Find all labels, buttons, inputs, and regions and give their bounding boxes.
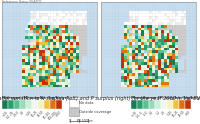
Text: 10-25: 10-25 xyxy=(31,110,39,118)
Text: 25-50: 25-50 xyxy=(178,110,186,118)
Text: 0-1: 0-1 xyxy=(149,110,155,116)
Bar xyxy=(14,100,20,109)
Text: 50-100: 50-100 xyxy=(42,110,52,119)
Text: No data: No data xyxy=(79,101,94,105)
Bar xyxy=(50,100,56,109)
Text: Outside coverage: Outside coverage xyxy=(79,110,112,114)
Bar xyxy=(32,100,38,109)
Text: 5-10: 5-10 xyxy=(167,110,173,117)
Text: 500: 500 xyxy=(77,119,81,123)
Text: -5-0: -5-0 xyxy=(143,110,149,117)
Bar xyxy=(167,100,173,109)
Bar xyxy=(185,100,191,109)
Bar xyxy=(149,100,155,109)
Text: >200: >200 xyxy=(55,110,63,118)
Text: <-50: <-50 xyxy=(1,110,9,117)
Bar xyxy=(137,100,143,109)
Bar xyxy=(44,100,50,109)
Text: Phosphorus (P) surplus (kg/ha/yr): Phosphorus (P) surplus (kg/ha/yr) xyxy=(131,96,200,100)
Text: 2-5: 2-5 xyxy=(161,110,167,116)
Text: 1,000km: 1,000km xyxy=(82,119,94,123)
Bar xyxy=(155,100,161,109)
Bar xyxy=(179,100,185,109)
Bar xyxy=(56,100,62,109)
Text: 10-25: 10-25 xyxy=(172,110,180,118)
Text: Nitrogen (N) surplus (kg/ha/yr): Nitrogen (N) surplus (kg/ha/yr) xyxy=(2,96,68,100)
Text: <-10: <-10 xyxy=(130,110,138,117)
Text: 1-2: 1-2 xyxy=(155,110,161,116)
Bar xyxy=(20,100,26,109)
Bar xyxy=(173,100,179,109)
Bar xyxy=(8,100,14,109)
Text: -50--25: -50--25 xyxy=(6,110,16,120)
Text: Spatial variation in N surplus (left) and P surplus (right) for the year 2010 in: Spatial variation in N surplus (left) an… xyxy=(0,96,200,101)
Text: 0: 0 xyxy=(69,119,71,123)
Text: >50: >50 xyxy=(185,110,191,117)
Bar xyxy=(26,100,32,109)
Bar xyxy=(69,108,79,116)
Text: -10--5: -10--5 xyxy=(136,110,144,118)
Bar xyxy=(2,100,8,109)
Text: -25-0: -25-0 xyxy=(13,110,21,118)
Text: 100-200: 100-200 xyxy=(48,110,58,120)
Bar xyxy=(38,100,44,109)
Text: 5-10: 5-10 xyxy=(26,110,32,117)
Bar xyxy=(131,100,137,109)
Bar xyxy=(161,100,167,109)
Text: 0-5: 0-5 xyxy=(20,110,26,116)
Text: 25-50: 25-50 xyxy=(37,110,45,118)
Text: Reference: Batey: EEA/ETC: Reference: Batey: EEA/ETC xyxy=(2,0,42,4)
Bar xyxy=(69,99,79,107)
Bar xyxy=(143,100,149,109)
